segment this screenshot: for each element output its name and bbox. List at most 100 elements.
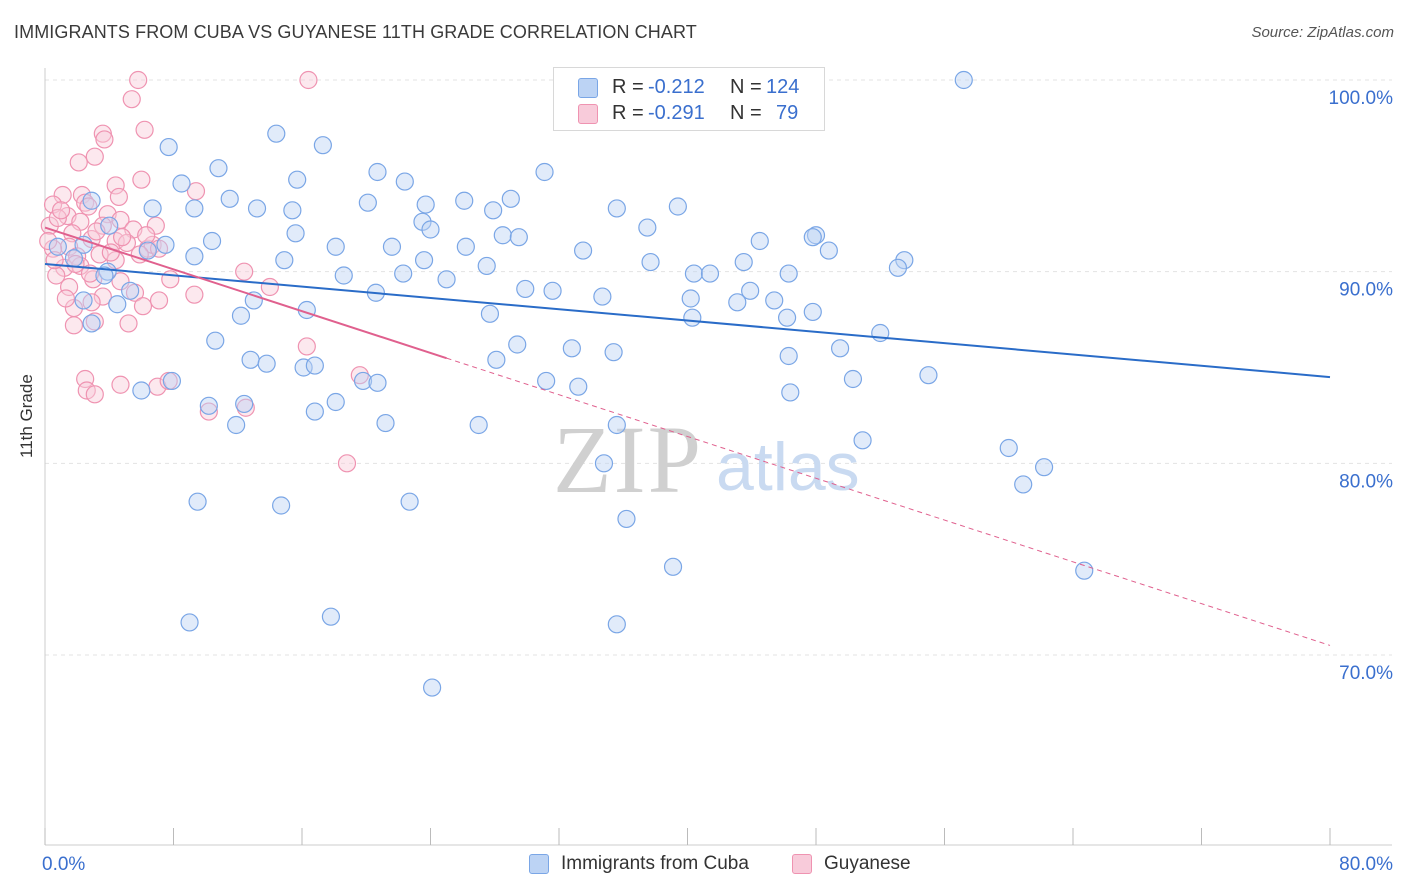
data-point xyxy=(220,189,239,208)
data-point xyxy=(74,291,93,310)
data-point xyxy=(683,308,702,327)
data-point xyxy=(305,402,324,421)
trend-lines xyxy=(44,226,1331,646)
y-axis-label: 11th Grade xyxy=(17,374,36,458)
data-point xyxy=(95,130,114,149)
data-point xyxy=(288,170,307,189)
data-point xyxy=(95,266,114,285)
data-point xyxy=(368,373,387,392)
axes xyxy=(44,68,1392,846)
data-point xyxy=(76,369,95,389)
data-point xyxy=(803,228,822,247)
data-point xyxy=(209,159,228,178)
data-point xyxy=(146,216,165,235)
data-point xyxy=(85,147,104,166)
data-point xyxy=(56,289,75,308)
data-point xyxy=(161,270,180,289)
data-point xyxy=(684,264,704,283)
data-point xyxy=(51,201,71,220)
data-point xyxy=(617,509,636,529)
data-point xyxy=(272,496,291,515)
data-point xyxy=(537,371,556,391)
tick-labels: 70.0% 80.0% 90.0% 100.0% 0.0% 80.0% xyxy=(42,88,1393,875)
data-point xyxy=(111,375,130,394)
data-point xyxy=(143,199,162,218)
data-point xyxy=(423,678,442,697)
data-point xyxy=(108,295,127,314)
data-point xyxy=(382,237,402,256)
stats-row-guyanese: R = -0.291 N = 79 xyxy=(554,100,824,128)
data-point xyxy=(394,264,413,283)
data-point xyxy=(573,241,593,260)
y-tick-label: 80.0% xyxy=(1339,471,1393,492)
data-point xyxy=(227,415,246,435)
data-point xyxy=(133,297,153,316)
data-point xyxy=(604,343,623,362)
data-point xyxy=(484,201,503,220)
y-tick-label: 100.0% xyxy=(1329,88,1394,109)
data-point xyxy=(275,251,294,270)
data-point xyxy=(112,228,132,247)
trend-line-guyanese-extrapolated xyxy=(446,357,1331,646)
data-point xyxy=(668,197,687,216)
stats-row-cuba: R = -0.212 N = 124 xyxy=(554,74,824,102)
data-point xyxy=(185,285,204,304)
data-point xyxy=(159,137,178,157)
data-point xyxy=(1075,561,1094,580)
data-point xyxy=(64,249,84,268)
data-point xyxy=(1034,458,1054,477)
data-point xyxy=(469,415,488,435)
n-label: N = xyxy=(730,102,762,124)
data-point xyxy=(162,371,181,391)
data-point xyxy=(321,607,341,626)
data-point xyxy=(188,492,207,511)
data-point xyxy=(59,277,79,297)
trend-line-cuba xyxy=(44,263,1331,379)
data-point xyxy=(480,304,500,323)
data-point xyxy=(501,189,520,208)
data-point xyxy=(185,199,204,218)
data-point xyxy=(421,220,440,239)
data-point xyxy=(119,314,138,333)
data-point xyxy=(297,337,316,356)
data-point xyxy=(149,291,169,310)
data-point xyxy=(843,369,863,389)
data-point xyxy=(337,454,357,473)
data-point xyxy=(313,136,332,155)
data-point xyxy=(283,201,302,220)
data-point xyxy=(779,264,798,283)
data-point xyxy=(750,231,769,251)
data-point xyxy=(607,415,626,435)
data-point xyxy=(137,226,156,245)
data-point xyxy=(206,331,225,350)
r-value: -0.291 xyxy=(648,102,705,124)
data-point xyxy=(39,231,58,251)
data-point xyxy=(299,70,318,90)
data-point xyxy=(68,247,87,266)
watermark-atlas: atlas xyxy=(716,429,860,505)
legend-swatch-guyanese xyxy=(578,104,598,124)
data-point xyxy=(437,270,456,289)
data-point xyxy=(257,354,276,373)
data-point xyxy=(414,251,434,270)
data-point xyxy=(594,454,614,473)
data-point xyxy=(543,281,562,300)
legend-label-cuba: Immigrants from Cuba xyxy=(561,853,749,874)
data-point xyxy=(53,185,72,205)
data-point xyxy=(267,124,286,143)
data-point xyxy=(156,235,175,254)
data-point xyxy=(48,237,67,256)
data-point xyxy=(129,70,148,90)
data-point xyxy=(85,385,104,404)
n-value: 79 xyxy=(776,102,799,124)
data-point xyxy=(477,256,496,276)
legend-swatch-cuba xyxy=(529,854,549,874)
data-point xyxy=(416,195,435,214)
n-value: 124 xyxy=(766,76,800,98)
data-point xyxy=(395,172,414,191)
data-point xyxy=(493,226,512,245)
data-point xyxy=(132,170,151,189)
data-point xyxy=(122,90,141,109)
legend-label-guyanese: Guyanese xyxy=(824,853,911,874)
data-point xyxy=(358,193,377,212)
